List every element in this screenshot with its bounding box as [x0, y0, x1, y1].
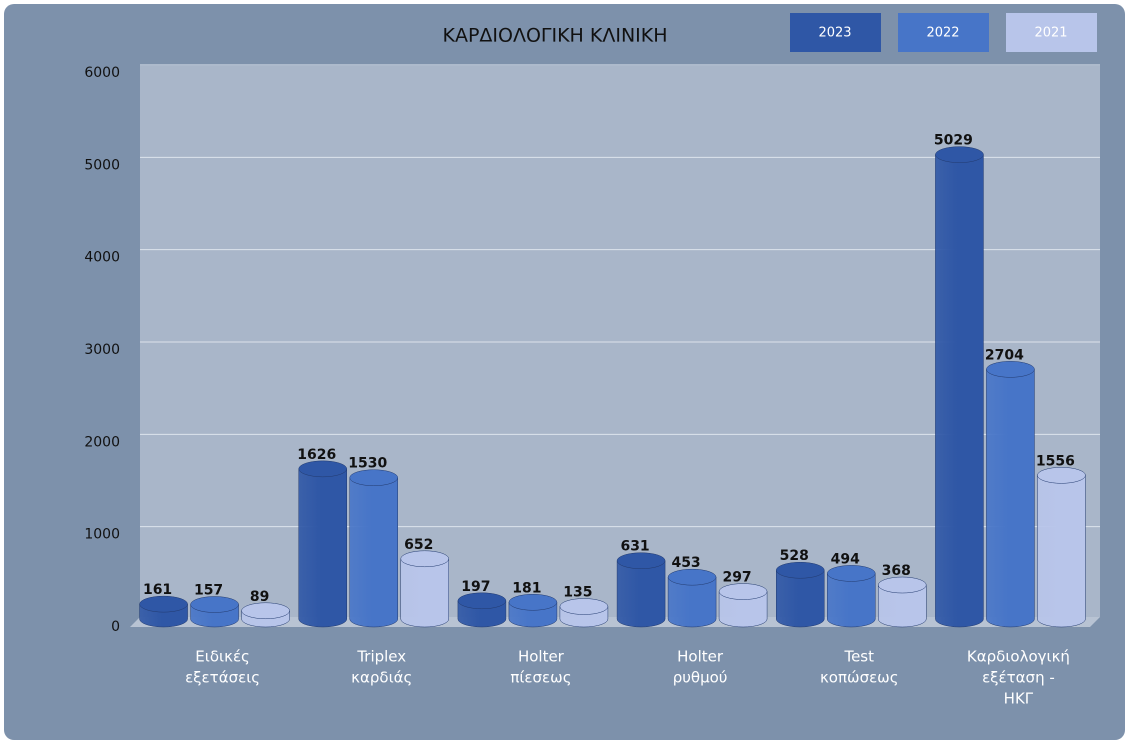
value-label: 1530 [348, 456, 387, 472]
legend-swatch [898, 13, 989, 52]
bar-top [559, 598, 609, 615]
bar-top [241, 602, 290, 620]
value-label: 197 [461, 579, 490, 595]
x-tick-label: κοπώσεως [820, 669, 899, 687]
value-label: 528 [780, 548, 809, 564]
bar-top [986, 361, 1035, 378]
value-label: 5029 [934, 133, 973, 149]
x-tick-label: εξετάσεις [185, 669, 260, 687]
value-label: 2704 [985, 347, 1024, 363]
bar-top [1037, 467, 1086, 484]
y-tick-label: 1000 [84, 527, 120, 543]
legend-swatch [1006, 13, 1097, 52]
bar [986, 369, 1035, 628]
bar-top [190, 596, 239, 613]
y-tick-label: 4000 [84, 250, 120, 266]
bar [718, 591, 768, 628]
bar [298, 468, 347, 628]
value-label: 453 [671, 555, 700, 571]
x-tick-label: πίεσεως [510, 669, 571, 687]
x-tick-label: εξέταση - [982, 669, 1055, 687]
value-label: 494 [831, 551, 860, 567]
value-label: 631 [620, 539, 649, 555]
bar-top [616, 552, 666, 569]
bar-top [349, 469, 398, 486]
value-label: 89 [250, 589, 269, 605]
value-label: 161 [143, 582, 172, 598]
bar [827, 573, 876, 628]
value-label: 297 [722, 570, 751, 586]
bar [616, 560, 666, 628]
bar [400, 558, 449, 628]
bar-top [935, 146, 984, 163]
x-tick-label: Holter [518, 648, 565, 666]
value-label: 1626 [297, 447, 336, 463]
x-tick-label: ΗΚΓ [1004, 690, 1034, 708]
x-tick-label: Ειδικές [195, 648, 250, 666]
bar-top [508, 594, 558, 611]
bar-top [827, 565, 876, 582]
y-tick-label: 0 [111, 619, 120, 635]
y-tick-label: 3000 [84, 342, 120, 358]
value-label: 1556 [1036, 453, 1075, 469]
bar-top [718, 583, 768, 600]
bar-top [298, 460, 347, 478]
chart-title: ΚΑΡΔΙΟΛΟΓΙΚΗ ΚΛΙΝΙΚΗ [442, 25, 667, 47]
value-label: 157 [194, 583, 223, 599]
y-tick-label: 5000 [84, 157, 120, 173]
bar-top [878, 576, 927, 594]
bar-top [776, 561, 825, 579]
bar-top [457, 592, 507, 610]
legend-swatch [790, 13, 881, 52]
y-tick-label: 6000 [84, 65, 120, 81]
value-label: 368 [882, 563, 911, 579]
x-tick-label: Καρδιολογική [967, 648, 1070, 666]
x-tick-label: ρυθμού [673, 669, 728, 687]
bar [776, 569, 825, 628]
x-tick-label: Holter [677, 648, 724, 666]
legend-label: 2021 [1034, 26, 1067, 41]
bar-top [139, 595, 188, 613]
x-tick-label: Triplex [356, 648, 406, 666]
y-tick-label: 2000 [84, 434, 120, 450]
value-label: 652 [404, 537, 433, 553]
bar-top [400, 550, 449, 568]
x-tick-label: Test [843, 648, 874, 666]
legend-label: 2023 [818, 26, 851, 41]
x-tick-label: καρδιάς [351, 669, 412, 687]
bar-top [667, 568, 717, 586]
bar [878, 584, 927, 628]
bar [667, 576, 717, 628]
value-label: 135 [563, 585, 592, 601]
bar [1037, 475, 1086, 628]
value-label: 181 [512, 580, 541, 596]
bar [349, 477, 398, 628]
bar [935, 154, 984, 628]
legend-label: 2022 [926, 26, 959, 41]
